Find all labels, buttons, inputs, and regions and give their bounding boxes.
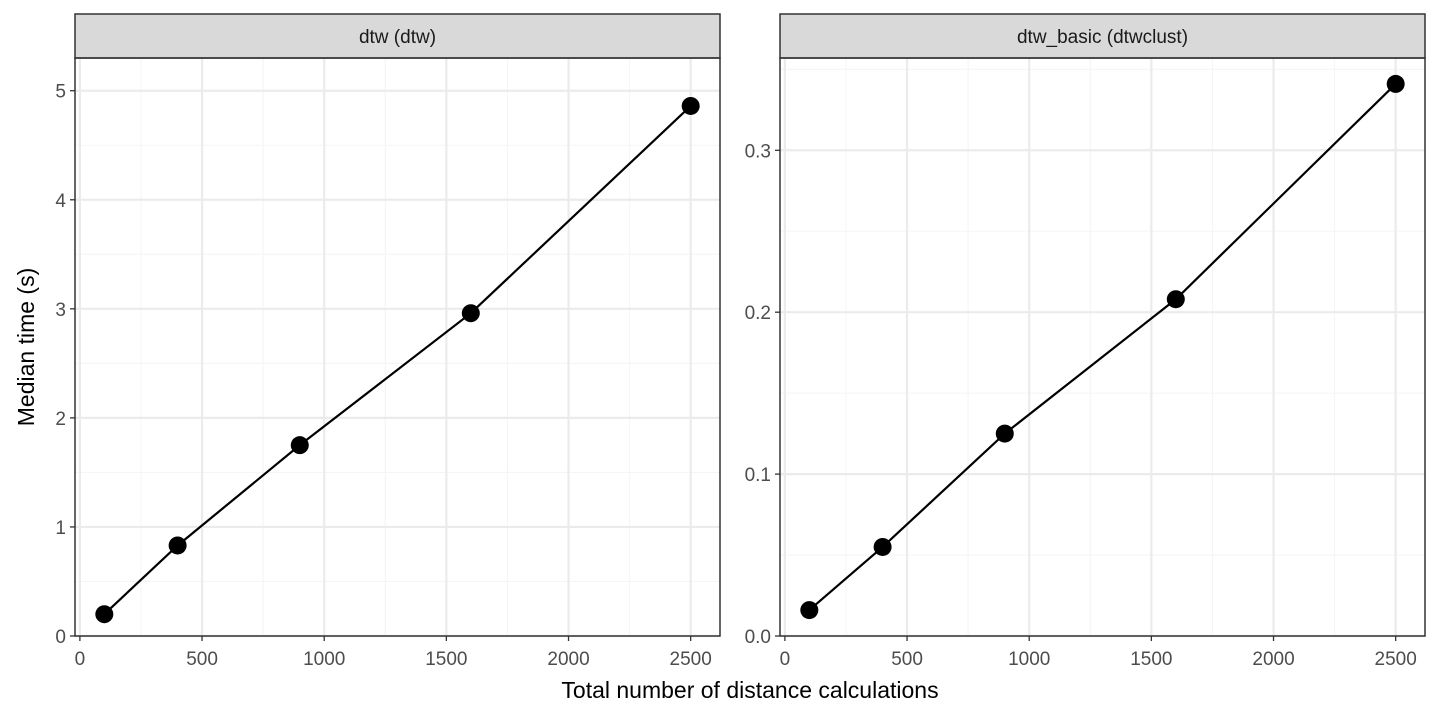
x-tick-label: 500: [186, 649, 218, 670]
x-tick-label: 2500: [1375, 649, 1417, 670]
data-point: [290, 436, 309, 455]
y-tick-label: 0.3: [745, 141, 771, 162]
x-tick-label: 2500: [670, 649, 712, 670]
y-tick-label: 0.0: [745, 627, 771, 648]
data-point: [1386, 74, 1405, 93]
x-axis-label: Total number of distance calculations: [561, 677, 938, 703]
x-tick-label: 2000: [547, 649, 589, 670]
facet-strip: [74, 13, 721, 59]
panel-border: [779, 57, 1426, 637]
data-point: [168, 536, 187, 555]
data-point: [1166, 290, 1185, 309]
y-axis-label: Median time (s): [13, 268, 39, 426]
y-tick-label: 1: [55, 518, 66, 539]
x-tick-label: 0: [780, 649, 791, 670]
y-tick-label: 3: [55, 300, 66, 321]
panels: dtw (dtw) 0 500 1000 1500 2000 2500 0 1 2 3 4 5 dtw_b…: [55, 13, 1426, 670]
facet-panel-2: dtw_basic (dtwclust) 0 500 1000 1500 2000 2500…: [745, 13, 1426, 670]
facet-panel-1: dtw (dtw) 0 500 1000 1500 2000 2500 0 1 2 3 4 5: [55, 13, 721, 670]
data-point: [461, 304, 480, 323]
x-tick-label: 1500: [1130, 649, 1172, 670]
data-point: [681, 96, 700, 115]
y-tick-label: 0.1: [745, 465, 771, 486]
y-tick-label: 0.2: [745, 303, 771, 324]
data-point: [95, 605, 114, 624]
facet-strip: [779, 13, 1426, 59]
y-tick-label: 2: [55, 409, 66, 430]
facet-strip-label: dtw (dtw): [359, 27, 436, 48]
x-tick-label: 0: [75, 649, 86, 670]
y-tick-label: 0: [55, 627, 66, 648]
x-tick-label: 1000: [303, 649, 345, 670]
x-tick-label: 1500: [425, 649, 467, 670]
y-tick-label: 5: [55, 82, 66, 103]
x-tick-label: 500: [891, 649, 923, 670]
data-point: [995, 424, 1014, 443]
data-point: [873, 537, 892, 556]
x-tick-label: 2000: [1252, 649, 1294, 670]
data-point: [800, 601, 819, 620]
panel-border: [74, 57, 721, 637]
x-tick-label: 1000: [1008, 649, 1050, 670]
y-tick-label: 4: [55, 191, 66, 212]
facet-strip-label: dtw_basic (dtwclust): [1017, 27, 1188, 48]
